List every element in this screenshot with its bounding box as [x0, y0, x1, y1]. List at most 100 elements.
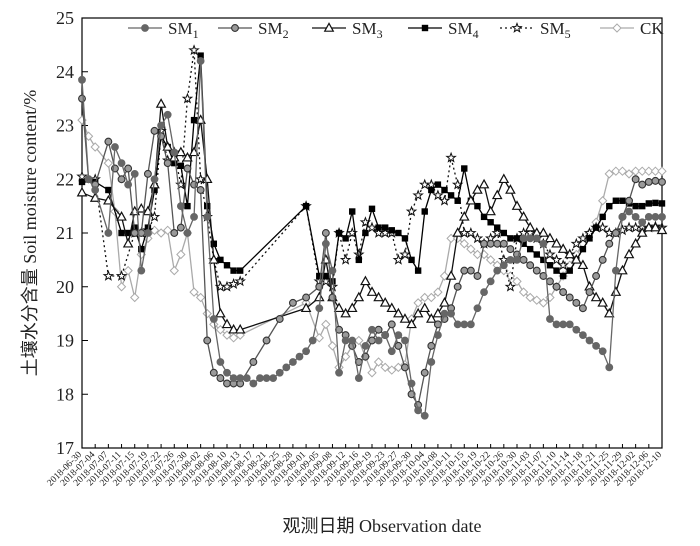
- data-point: [190, 180, 198, 189]
- data-point: [651, 212, 660, 221]
- data-point: [367, 368, 377, 378]
- data-point: [453, 320, 462, 329]
- legend-item: SM4: [408, 19, 479, 41]
- data-point: [644, 177, 653, 186]
- data-point: [458, 211, 470, 221]
- data-point: [354, 335, 364, 346]
- data-point: [596, 221, 609, 233]
- data-point: [346, 302, 358, 313]
- data-point: [583, 226, 596, 238]
- data-point: [124, 164, 133, 173]
- x-axis-title: 观测日期 Observation date: [283, 516, 482, 536]
- data-point: [182, 151, 193, 162]
- data-point: [631, 212, 640, 221]
- data-point: [115, 269, 128, 281]
- data-point: [227, 278, 240, 289]
- data-point: [539, 239, 548, 248]
- data-point: [256, 374, 264, 383]
- data-point: [506, 245, 515, 254]
- data-point: [156, 228, 166, 238]
- data-point: [405, 205, 418, 217]
- y-tick-label: 21: [56, 223, 74, 243]
- data-point: [604, 169, 614, 179]
- data-point: [151, 186, 158, 194]
- data-point: [454, 197, 461, 204]
- data-point: [460, 320, 469, 329]
- data-point: [526, 234, 535, 243]
- data-point: [406, 318, 417, 329]
- data-point: [302, 293, 311, 302]
- data-point: [78, 75, 86, 84]
- data-point: [137, 266, 146, 275]
- data-point: [544, 232, 556, 243]
- y-tick-label: 18: [56, 384, 74, 404]
- data-point: [632, 202, 639, 210]
- data-point: [177, 162, 185, 170]
- data-point: [105, 186, 112, 194]
- data-point: [104, 229, 113, 237]
- data-point: [374, 336, 383, 345]
- data-point: [162, 225, 173, 236]
- data-point: [651, 176, 660, 185]
- series-line: [82, 55, 663, 283]
- data-point: [329, 278, 336, 285]
- data-point: [194, 173, 207, 185]
- data-point: [401, 363, 409, 372]
- data-point: [228, 323, 239, 334]
- data-point: [559, 288, 568, 297]
- data-point: [221, 280, 233, 292]
- data-point: [465, 226, 477, 238]
- data-point: [150, 175, 159, 184]
- data-point: [302, 347, 310, 356]
- data-point: [394, 341, 403, 350]
- data-point: [494, 224, 501, 231]
- data-point: [321, 229, 330, 237]
- data-point: [116, 211, 127, 221]
- data-point: [639, 202, 646, 210]
- data-point: [242, 374, 251, 383]
- data-point: [499, 265, 509, 276]
- data-point: [341, 336, 350, 345]
- data-point: [387, 365, 397, 375]
- data-point: [262, 374, 271, 383]
- data-point: [658, 200, 666, 207]
- data-point: [592, 272, 601, 280]
- data-point: [130, 292, 140, 303]
- data-point: [116, 282, 127, 292]
- data-point: [618, 212, 627, 221]
- data-point: [316, 272, 323, 280]
- y-tick-label: 20: [56, 277, 74, 297]
- data-point: [412, 307, 424, 318]
- data-point: [466, 320, 475, 329]
- data-point: [585, 336, 594, 345]
- data-point: [445, 270, 457, 280]
- y-tick-label: 19: [56, 331, 74, 351]
- data-point: [249, 358, 258, 366]
- data-point: [650, 166, 661, 176]
- data-point: [228, 333, 239, 343]
- data-point: [579, 331, 587, 340]
- data-point: [538, 298, 549, 308]
- data-point: [196, 186, 205, 194]
- data-point: [91, 186, 100, 194]
- data-point: [644, 166, 654, 176]
- legend-label: SM3: [352, 19, 383, 41]
- data-point: [170, 229, 179, 237]
- data-point: [190, 212, 198, 221]
- data-point: [505, 271, 516, 281]
- data-point: [597, 297, 608, 307]
- data-point: [315, 304, 324, 313]
- data-point: [532, 234, 541, 243]
- data-point: [643, 221, 655, 232]
- data-point: [216, 358, 225, 366]
- data-point: [288, 298, 297, 307]
- data-point: [373, 357, 384, 367]
- data-point: [552, 282, 561, 291]
- data-point: [577, 259, 589, 270]
- data-point: [426, 313, 437, 323]
- data-point: [611, 229, 620, 237]
- data-point: [499, 261, 508, 270]
- data-point: [420, 411, 429, 420]
- data-point: [617, 264, 628, 275]
- data-point: [619, 197, 626, 204]
